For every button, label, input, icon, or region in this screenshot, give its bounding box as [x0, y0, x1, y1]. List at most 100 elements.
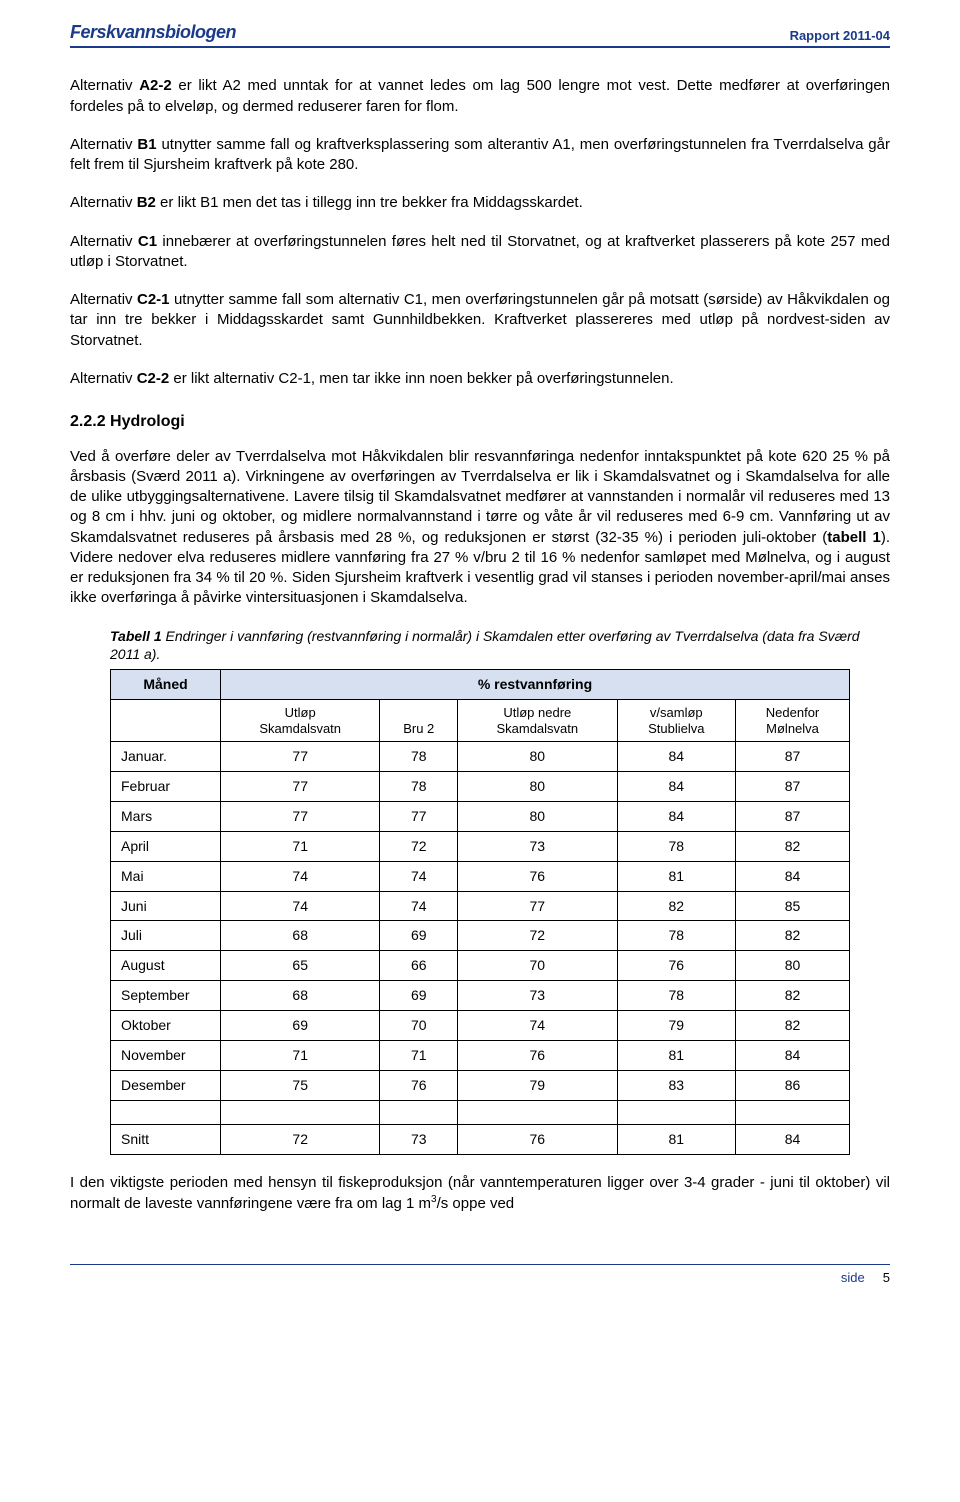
- text: Skamdalsvatn: [496, 721, 578, 736]
- value-cell: 84: [617, 771, 736, 801]
- month-cell: Juli: [111, 921, 221, 951]
- brand-label: Ferskvannsbiologen: [70, 20, 236, 44]
- month-cell: November: [111, 1041, 221, 1071]
- alt-label: C1: [138, 233, 157, 250]
- alt-label: B1: [137, 136, 156, 153]
- value-cell: 81: [617, 1041, 736, 1071]
- value-cell: 78: [617, 831, 736, 861]
- value-cell: 78: [617, 921, 736, 951]
- caption-text: Endringer i vannføring (restvannføring i…: [110, 628, 860, 662]
- value-cell: 79: [458, 1070, 617, 1100]
- month-cell: Desember: [111, 1070, 221, 1100]
- value-cell: 75: [221, 1070, 380, 1100]
- table-row: Februar7778808487: [111, 771, 850, 801]
- value-cell: 87: [736, 801, 850, 831]
- text: Alternativ: [70, 233, 138, 250]
- col-month: Måned: [111, 670, 221, 700]
- table-row: Desember7576798386: [111, 1070, 850, 1100]
- report-id: Rapport 2011-04: [790, 27, 890, 45]
- text: er likt B1 men det tas i tillegg inn tre…: [156, 194, 583, 211]
- alt-label: C2-2: [137, 370, 170, 387]
- caption-label: Tabell 1: [110, 628, 162, 644]
- value-cell: 66: [380, 951, 458, 981]
- value-cell: 73: [458, 981, 617, 1011]
- value-cell: 80: [458, 771, 617, 801]
- value-cell: 76: [458, 861, 617, 891]
- value-cell: 74: [380, 861, 458, 891]
- value-cell: 68: [221, 921, 380, 951]
- text: Utløp nedre: [503, 705, 571, 720]
- text: utnytter samme fall og kraftverksplasser…: [70, 136, 890, 173]
- text: Mølnelva: [766, 721, 819, 736]
- value-cell: 81: [617, 1124, 736, 1154]
- text: Stublielva: [648, 721, 704, 736]
- value-cell: 80: [458, 742, 617, 772]
- month-cell: Februar: [111, 771, 221, 801]
- value-cell: 77: [380, 801, 458, 831]
- text: Alternativ: [70, 136, 137, 153]
- text: Alternativ: [70, 291, 137, 308]
- value-cell: 74: [458, 1011, 617, 1041]
- value-cell: 87: [736, 742, 850, 772]
- value-cell: 72: [458, 921, 617, 951]
- value-cell: 76: [458, 1124, 617, 1154]
- value-cell: 71: [221, 831, 380, 861]
- text: Utløp: [285, 705, 316, 720]
- table-row: Juni7474778285: [111, 891, 850, 921]
- value-cell: 73: [380, 1124, 458, 1154]
- text: Alternativ: [70, 370, 137, 387]
- empty-cell: [111, 699, 221, 741]
- value-cell: 71: [380, 1041, 458, 1071]
- text: er likt A2 med unntak for at vannet lede…: [70, 77, 890, 114]
- para-hydrologi: Ved å overføre deler av Tverrdalselva mo…: [70, 447, 890, 609]
- value-cell: 77: [221, 742, 380, 772]
- month-cell: Snitt: [111, 1124, 221, 1154]
- text: innebærer at overføringstunnelen føres h…: [70, 233, 890, 270]
- value-cell: 73: [458, 831, 617, 861]
- value-cell: 76: [380, 1070, 458, 1100]
- text: Bru 2: [403, 721, 434, 736]
- col-nedenfor: Nedenfor Mølnelva: [736, 699, 850, 741]
- value-cell: 69: [380, 921, 458, 951]
- table-header-row: Måned % restvannføring: [111, 670, 850, 700]
- month-cell: August: [111, 951, 221, 981]
- value-cell: 82: [736, 981, 850, 1011]
- table-row: August6566707680: [111, 951, 850, 981]
- month-cell: September: [111, 981, 221, 1011]
- table-row: Januar.7778808487: [111, 742, 850, 772]
- para-b1: Alternativ B1 utnytter samme fall og kra…: [70, 135, 890, 176]
- page-footer: side 5: [70, 1264, 890, 1287]
- para-c2-1: Alternativ C2-1 utnytter samme fall som …: [70, 290, 890, 351]
- table-row: April7172737882: [111, 831, 850, 861]
- value-cell: 74: [221, 891, 380, 921]
- table-ref: tabell 1: [827, 529, 881, 546]
- col-utlop-nedre: Utløp nedre Skamdalsvatn: [458, 699, 617, 741]
- data-table: Måned % restvannføring Utløp Skamdalsvat…: [110, 669, 850, 1155]
- table-row: Oktober6970747982: [111, 1011, 850, 1041]
- value-cell: 77: [458, 891, 617, 921]
- value-cell: 84: [617, 742, 736, 772]
- month-cell: Mai: [111, 861, 221, 891]
- value-cell: 69: [380, 981, 458, 1011]
- value-cell: 82: [736, 831, 850, 861]
- value-cell: 76: [617, 951, 736, 981]
- col-utlop-skamdalsvatn: Utløp Skamdalsvatn: [221, 699, 380, 741]
- value-cell: 85: [736, 891, 850, 921]
- page-header: Ferskvannsbiologen Rapport 2011-04: [70, 20, 890, 48]
- month-cell: Mars: [111, 801, 221, 831]
- value-cell: 77: [221, 771, 380, 801]
- value-cell: 70: [458, 951, 617, 981]
- value-cell: 86: [736, 1070, 850, 1100]
- text: Alternativ: [70, 77, 139, 94]
- alt-label: C2-1: [137, 291, 170, 308]
- value-cell: 84: [617, 801, 736, 831]
- value-cell: 74: [380, 891, 458, 921]
- value-cell: 69: [221, 1011, 380, 1041]
- month-cell: April: [111, 831, 221, 861]
- value-cell: 68: [221, 981, 380, 1011]
- para-c1: Alternativ C1 innebærer at overføringstu…: [70, 232, 890, 273]
- col-samlop: v/samløp Stublielva: [617, 699, 736, 741]
- table-empty-row: [111, 1100, 850, 1124]
- month-cell: Juni: [111, 891, 221, 921]
- table-row: September6869737882: [111, 981, 850, 1011]
